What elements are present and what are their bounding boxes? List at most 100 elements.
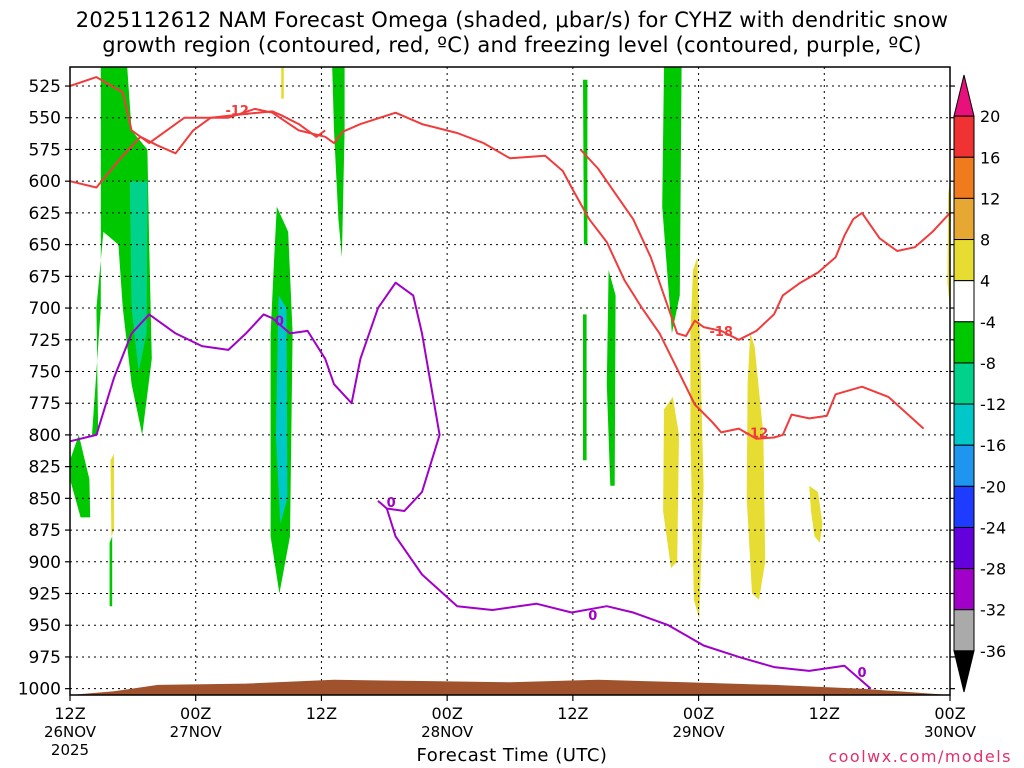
y-tick-label: 700 — [29, 299, 61, 319]
colorbar-label: 16 — [980, 148, 1000, 167]
colorbar-label: 4 — [980, 272, 990, 291]
colorbar-swatch — [953, 74, 975, 117]
y-tick-label: 725 — [29, 331, 61, 351]
freezing-level-contour-line — [69, 281, 441, 512]
x-tick-label: 12Z — [809, 704, 840, 723]
x-tick-label: 12Z — [306, 704, 337, 723]
omega-negative-region — [109, 536, 113, 607]
colorbar-swatch — [953, 280, 975, 323]
y-tick-label: 900 — [29, 553, 61, 573]
colorbar-label: -32 — [980, 601, 1006, 620]
x-tick-label: 00Z — [180, 704, 211, 723]
colorbar-swatch — [953, 197, 975, 241]
dgz-contour-line — [69, 76, 925, 440]
x-tick-label: 12Z — [557, 704, 588, 723]
y-tick-label: 800 — [29, 426, 61, 446]
dgz-contour-line — [69, 110, 326, 189]
x-tick-date-label: 27NOV — [170, 723, 223, 741]
y-tick-label: 775 — [29, 394, 61, 414]
colorbar-label: 8 — [980, 231, 990, 250]
y-tick-label: 825 — [29, 458, 61, 478]
y-tick-label: 850 — [29, 489, 61, 509]
y-tick-label: 650 — [29, 236, 61, 256]
colorbar-swatch — [953, 239, 975, 282]
x-tick-date-label: 26NOV — [44, 723, 97, 741]
omega-positive-region — [663, 396, 679, 569]
colorbar-label: -16 — [980, 436, 1006, 455]
colorbar-swatch — [953, 115, 975, 158]
colorbar-swatch — [953, 321, 975, 364]
colorbar-label: 12 — [980, 189, 1000, 208]
y-tick-label: 550 — [29, 109, 61, 129]
freezing-level-contour-line — [385, 508, 872, 690]
axes: 525 550 575 600 625 650 675 700 725 750 775 800 825 8… — [18, 66, 977, 759]
y-tick-label: 575 — [29, 140, 61, 160]
x-tick-label: 12Z — [54, 704, 85, 723]
freezing-level-contour-label: 0 — [387, 496, 396, 511]
freezing-level-contour-label: 0 — [588, 609, 597, 624]
plot-frame — [69, 66, 951, 696]
dgz-contour-label: -18 — [709, 325, 733, 340]
y-tick-label: 875 — [29, 521, 61, 541]
y-tick-label: 950 — [29, 616, 61, 636]
omega-positive-region — [110, 453, 114, 537]
y-tick-label: 750 — [29, 362, 61, 382]
y-tick-label: 675 — [29, 267, 61, 287]
colorbar-label: -4 — [980, 313, 996, 332]
omega-positive-region — [690, 257, 704, 619]
omega-negative-region — [275, 295, 288, 524]
freezing-level-contour-label: 0 — [275, 315, 284, 330]
y-tick-label: 525 — [29, 77, 61, 97]
colorbar-label: 20 — [980, 107, 1000, 126]
omega-negative-region — [583, 314, 587, 461]
x-tick-label: 00Z — [431, 704, 462, 723]
x-axis-title: Forecast Time (UTC) — [416, 745, 608, 766]
x-tick-date-label: 30NOV — [924, 723, 977, 741]
x-tick-date-label: 28NOV — [421, 723, 474, 741]
colorbar-swatch — [953, 362, 975, 405]
y-tick-label: 625 — [29, 204, 61, 224]
chart-title-line-2: growth region (contoured, red, ºC) and f… — [102, 33, 922, 57]
omega-negative-region — [583, 79, 588, 245]
omega-negative-region — [606, 270, 616, 486]
x-tick-date-label: 29NOV — [673, 723, 726, 741]
y-tick-label: 975 — [29, 648, 61, 668]
colorbar-label: -24 — [980, 518, 1006, 537]
colorbar: 20 16 12 8 4 -4 -8 -12 -16 -20 -24 -28 -32 -36 — [953, 74, 1006, 693]
y-tick-label: 925 — [29, 585, 61, 605]
x-tick-label: 00Z — [934, 704, 965, 723]
dgz-contour-line — [579, 148, 951, 341]
colorbar-label: -20 — [980, 477, 1006, 496]
x-tick-year-label: 2025 — [51, 741, 89, 759]
colorbar-swatch — [953, 403, 975, 446]
colorbar-swatch — [953, 650, 975, 693]
terrain-fill — [70, 679, 950, 695]
plot-area: -12 -18 -12 0 0 0 0 — [69, 67, 951, 695]
colorbar-label: -12 — [980, 395, 1006, 414]
dgz-contour-label: -12 — [225, 104, 249, 119]
colorbar-swatch — [953, 568, 975, 611]
omega-positive-region — [281, 67, 284, 99]
colorbar-label: -36 — [980, 642, 1006, 661]
colorbar-label: -28 — [980, 560, 1006, 579]
colorbar-swatch — [953, 444, 975, 487]
omega-positive-region — [809, 485, 823, 543]
colorbar-swatch — [953, 156, 975, 199]
dgz-contour-label: -12 — [745, 426, 769, 441]
colorbar-swatch — [953, 609, 975, 652]
freezing-level-contour-label: 0 — [857, 666, 866, 681]
y-tick-label: 600 — [29, 172, 61, 192]
y-tick-label: 1000 — [18, 680, 61, 700]
omega-negative-region — [332, 67, 345, 258]
source-credit: coolwx.com/models — [828, 747, 1012, 766]
omega-negative-region — [662, 67, 682, 334]
plot-background — [70, 67, 950, 695]
colorbar-label: -8 — [980, 354, 996, 373]
chart-title-line-1: 2025112612 NAM Forecast Omega (shaded, μ… — [75, 8, 949, 32]
x-tick-label: 00Z — [683, 704, 714, 723]
colorbar-swatch — [953, 526, 975, 570]
omega-negative-region — [70, 434, 91, 518]
colorbar-swatch — [953, 485, 975, 528]
omega-negative-region — [129, 181, 148, 372]
